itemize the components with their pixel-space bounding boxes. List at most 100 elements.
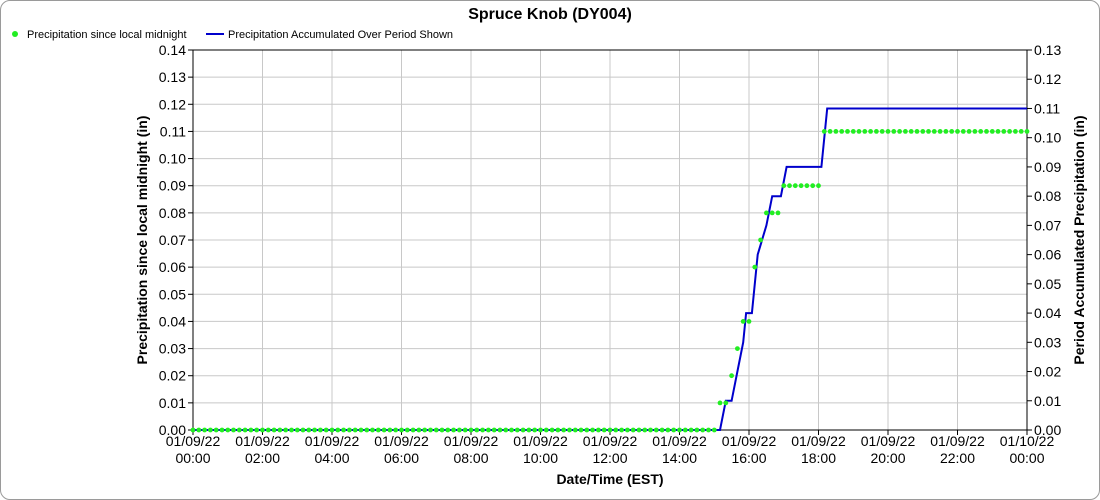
series-point-precip-midnight — [943, 129, 949, 134]
series-point-precip-midnight — [474, 427, 480, 433]
series-point-precip-midnight — [694, 427, 700, 433]
series-point-precip-midnight — [723, 400, 729, 406]
series-point-precip-midnight — [503, 427, 509, 433]
x-tick-label-date: 01/09/22 — [583, 433, 638, 449]
series-point-precip-midnight — [190, 427, 196, 433]
series-point-precip-midnight — [277, 427, 283, 433]
series-point-precip-midnight — [879, 129, 885, 134]
left-tick-label: 0.08 — [159, 205, 186, 221]
series-point-precip-midnight — [682, 427, 688, 433]
right-tick-label: 0.07 — [1034, 217, 1061, 233]
series-point-precip-midnight — [706, 427, 711, 433]
left-tick-label: 0.06 — [159, 259, 186, 275]
series-point-precip-midnight — [821, 129, 827, 134]
series-point-precip-midnight — [445, 427, 451, 433]
series-point-precip-midnight — [596, 427, 601, 433]
series-point-precip-midnight — [729, 373, 734, 379]
series-point-precip-midnight — [630, 427, 636, 433]
left-tick-label: 0.12 — [159, 96, 186, 112]
series-point-precip-midnight — [393, 427, 399, 433]
series-point-precip-midnight — [752, 264, 758, 270]
left-tick-label: 0.02 — [159, 368, 186, 384]
series-point-precip-midnight — [914, 129, 920, 134]
series-point-precip-midnight — [590, 427, 595, 433]
series-point-precip-midnight — [358, 427, 364, 433]
series-point-precip-midnight — [995, 129, 1001, 134]
x-tick-label-date: 01/09/22 — [305, 433, 360, 449]
left-tick-label: 0.09 — [159, 178, 186, 194]
series-point-precip-midnight — [318, 427, 323, 433]
series-point-precip-midnight — [862, 129, 868, 134]
series-point-precip-midnight — [381, 427, 387, 433]
series-point-precip-midnight — [989, 129, 995, 134]
left-tick-label: 0.11 — [160, 123, 186, 139]
series-point-precip-midnight — [926, 129, 931, 134]
x-tick-label-date: 01/09/22 — [791, 433, 846, 449]
series-point-precip-midnight — [1001, 129, 1007, 134]
right-tick-label: 0.06 — [1034, 247, 1061, 263]
series-point-precip-midnight — [949, 129, 955, 134]
series-point-precip-midnight — [781, 183, 787, 189]
series-point-precip-midnight — [335, 427, 341, 433]
series-point-precip-midnight — [931, 129, 937, 134]
left-tick-label: 0.00 — [159, 422, 186, 438]
legend-marker-precip-midnight — [12, 31, 18, 37]
series-point-precip-midnight — [897, 129, 902, 134]
series — [190, 107, 1030, 433]
series-point-precip-midnight — [868, 129, 873, 134]
series-line-period-accumulated — [193, 107, 1027, 431]
series-point-precip-midnight — [306, 427, 312, 433]
series-point-precip-midnight — [555, 427, 561, 433]
right-y-axis-title: Period Accumulated Precipitation (in) — [1071, 115, 1087, 364]
right-tick-label: 0.12 — [1034, 71, 1061, 87]
series-point-precip-midnight — [787, 183, 792, 189]
series-point-precip-midnight — [248, 427, 254, 433]
series-point-precip-midnight — [764, 210, 769, 216]
series-point-precip-midnight — [839, 129, 845, 134]
series-point-precip-midnight — [451, 427, 456, 433]
series-point-precip-midnight — [352, 427, 358, 433]
series-point-precip-midnight — [387, 427, 393, 433]
series-point-precip-midnight — [265, 427, 271, 433]
series-point-precip-midnight — [196, 427, 202, 433]
series-point-precip-midnight — [404, 427, 410, 433]
x-tick-label-time: 06:00 — [384, 450, 419, 466]
x-tick-label-time: 16:00 — [731, 450, 766, 466]
series-point-precip-midnight — [816, 183, 821, 189]
series-point-precip-midnight — [416, 427, 422, 433]
x-tick-label-date: 01/09/22 — [235, 433, 290, 449]
x-axis: 01/09/2200:0001/09/2202:0001/09/2204:000… — [166, 430, 1054, 466]
series-point-precip-midnight — [833, 129, 839, 134]
series-point-precip-midnight — [746, 319, 752, 324]
right-tick-label: 0.05 — [1034, 276, 1061, 292]
series-point-precip-midnight — [567, 427, 572, 433]
right-tick-label: 0.01 — [1034, 393, 1061, 409]
series-point-precip-midnight — [538, 427, 543, 433]
series-point-precip-midnight — [225, 427, 231, 433]
series-point-precip-midnight — [509, 427, 514, 433]
series-point-precip-midnight — [254, 427, 260, 433]
series-point-precip-midnight — [271, 427, 277, 433]
series-point-precip-midnight — [735, 346, 740, 351]
series-point-precip-midnight — [648, 427, 653, 433]
series-point-precip-midnight — [578, 427, 584, 433]
x-tick-label-date: 01/09/22 — [513, 433, 568, 449]
series-point-precip-midnight — [410, 427, 416, 433]
series-point-precip-midnight — [659, 427, 665, 433]
series-point-precip-midnight — [561, 427, 567, 433]
series-point-precip-midnight — [966, 129, 972, 134]
x-axis-title: Date/Time (EST) — [556, 471, 663, 487]
series-point-precip-midnight — [671, 427, 677, 433]
left-tick-label: 0.04 — [159, 313, 186, 329]
series-point-precip-midnight — [642, 427, 648, 433]
series-point-precip-midnight — [375, 427, 381, 433]
series-point-precip-midnight — [717, 400, 723, 406]
series-point-precip-midnight — [1024, 129, 1030, 134]
series-point-precip-midnight — [1007, 129, 1012, 134]
x-tick-label-date: 01/09/22 — [930, 433, 985, 449]
series-point-precip-midnight — [804, 183, 810, 189]
series-point-precip-midnight — [775, 210, 781, 216]
right-tick-label: 0.00 — [1034, 422, 1061, 438]
series-point-precip-midnight — [601, 427, 607, 433]
